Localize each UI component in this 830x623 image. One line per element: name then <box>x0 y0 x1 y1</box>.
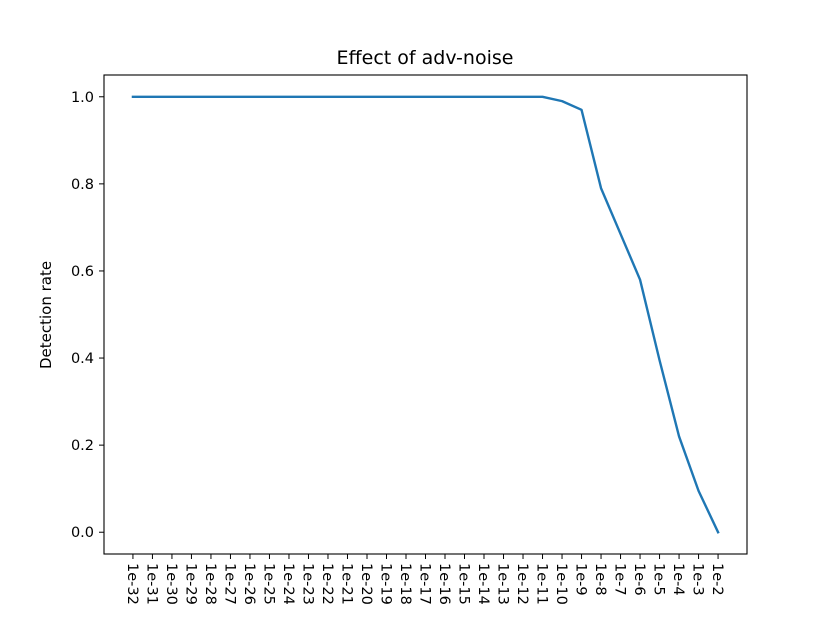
series-group <box>131 95 720 534</box>
y-tick-label: 1.0 <box>71 90 94 106</box>
x-tick-label: 1e-13 <box>495 563 511 605</box>
y-tick-label: 0.4 <box>71 351 94 367</box>
x-tick-label: 1e-25 <box>260 563 276 605</box>
x-tick-label: 1e-18 <box>397 563 413 605</box>
x-tick-label: 1e-9 <box>573 563 589 596</box>
x-tick-label: 1e-17 <box>417 563 433 605</box>
x-tick-label: 1e-20 <box>358 563 374 605</box>
x-tick-label: 1e-28 <box>202 563 218 605</box>
x-tick-label: 1e-3 <box>690 563 706 596</box>
x-tick-label: 1e-8 <box>592 563 608 596</box>
y-tick-label: 0.2 <box>71 438 94 454</box>
x-tick-label: 1e-22 <box>319 563 335 605</box>
x-tick-label: 1e-31 <box>143 563 159 605</box>
x-tick-label: 1e-11 <box>534 563 550 605</box>
x-tick-label: 1e-26 <box>241 563 257 605</box>
plot-frame <box>103 74 748 555</box>
x-tick-label: 1e-24 <box>280 563 296 605</box>
y-axis-ticks: 0.0 0.2 0.4 0.6 0.8 1.0 <box>71 90 104 541</box>
y-tick-label: 0.6 <box>71 264 94 280</box>
x-tick-label: 1e-10 <box>553 563 569 605</box>
x-tick-label: 1e-27 <box>221 563 237 605</box>
x-tick-label: 1e-19 <box>377 563 393 605</box>
chart-title: Effect of adv-noise <box>337 47 514 69</box>
x-tick-label: 1e-12 <box>514 563 530 605</box>
series-line <box>131 95 720 534</box>
x-tick-label: 1e-30 <box>163 563 179 605</box>
x-tick-label: 1e-14 <box>475 563 491 605</box>
x-tick-label: 1e-29 <box>182 563 198 605</box>
x-tick-label: 1e-15 <box>456 563 472 605</box>
x-tick-label: 1e-2 <box>709 563 725 596</box>
x-tick-label: 1e-7 <box>612 563 628 596</box>
x-tick-label: 1e-23 <box>299 563 315 605</box>
x-axis-ticks: 1e-32 1e-31 1e-30 1e-29 1e-28 1e-27 1e-26 1e-25… <box>124 554 725 605</box>
x-tick-label: 1e-5 <box>651 563 667 596</box>
x-tick-label: 1e-32 <box>124 563 140 605</box>
x-tick-label: 1e-16 <box>436 563 452 605</box>
y-tick-label: 0.0 <box>71 525 94 541</box>
x-tick-label: 1e-21 <box>338 563 354 605</box>
y-axis-label: Detection rate <box>37 261 55 369</box>
y-tick-label: 0.8 <box>71 177 94 193</box>
x-tick-label: 1e-4 <box>670 563 686 596</box>
x-tick-label: 1e-6 <box>631 563 647 596</box>
